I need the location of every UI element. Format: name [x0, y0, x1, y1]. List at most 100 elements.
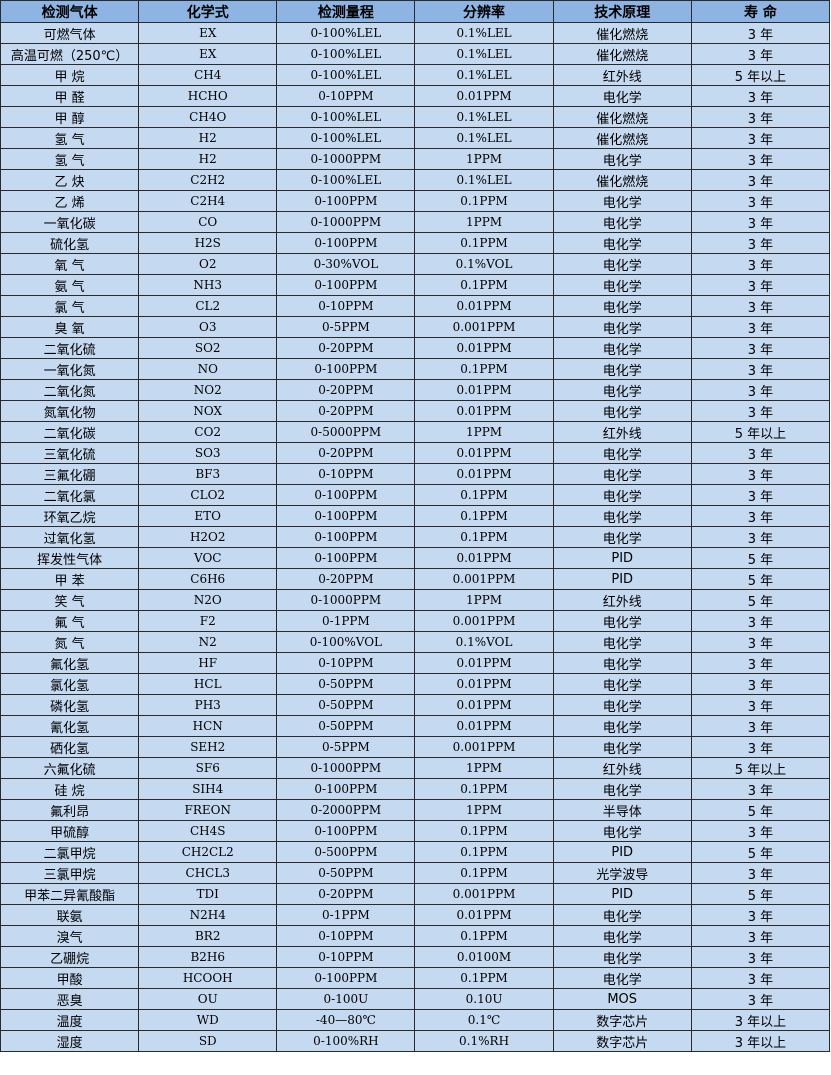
- cell-resolution: 0.01PPM: [414, 463, 554, 485]
- cell-gas-name: 甲 醇: [0, 106, 140, 128]
- cell-resolution: 1PPM: [414, 148, 554, 170]
- cell-principle: 红外线: [552, 421, 692, 443]
- column-header-principle: 技术原理: [552, 0, 692, 23]
- cell-resolution: 0.01PPM: [414, 673, 554, 695]
- cell-gas-name: 高温可燃（250℃）: [0, 43, 140, 65]
- cell-range: 0-100PPM: [276, 358, 416, 380]
- cell-gas-name: 氟利昂: [0, 799, 140, 821]
- cell-lifespan: 3 年: [690, 946, 831, 968]
- table-row: 可燃气体 EX 0-100%LEL 0.1%LEL 催化燃烧 3 年: [0, 22, 831, 44]
- cell-gas-name: 六氟化硫: [0, 757, 140, 779]
- cell-principle: 电化学: [552, 778, 692, 800]
- cell-lifespan: 3 年: [690, 43, 831, 65]
- table-row: 二氧化氯 CLO2 0-100PPM 0.1PPM 电化学 3 年: [0, 484, 831, 506]
- cell-principle: 电化学: [552, 505, 692, 527]
- cell-formula: PH3: [138, 694, 278, 716]
- cell-principle: 数字芯片: [552, 1030, 692, 1052]
- cell-resolution: 0.1PPM: [414, 967, 554, 989]
- cell-lifespan: 3 年: [690, 778, 831, 800]
- cell-range: 0-20PPM: [276, 379, 416, 401]
- cell-gas-name: 氯化氢: [0, 673, 140, 695]
- cell-resolution: 0.01PPM: [414, 337, 554, 359]
- table-row: 甲 醛 HCHO 0-10PPM 0.01PPM 电化学 3 年: [0, 85, 831, 107]
- cell-formula: H2S: [138, 232, 278, 254]
- table-row: 溴气 BR2 0-10PPM 0.1PPM 电化学 3 年: [0, 925, 831, 947]
- table-row: 一氧化碳 CO 0-1000PPM 1PPM 电化学 3 年: [0, 211, 831, 233]
- cell-gas-name: 二氧化氮: [0, 379, 140, 401]
- cell-principle: 电化学: [552, 610, 692, 632]
- cell-resolution: 1PPM: [414, 421, 554, 443]
- table-row: 氯 气 CL2 0-10PPM 0.01PPM 电化学 3 年: [0, 295, 831, 317]
- cell-gas-name: 恶臭: [0, 988, 140, 1010]
- cell-principle: PID: [552, 883, 692, 905]
- cell-resolution: 0.1%VOL: [414, 253, 554, 275]
- cell-formula: CH4S: [138, 820, 278, 842]
- table-row: 六氟化硫 SF6 0-1000PPM 1PPM 红外线 5 年以上: [0, 757, 831, 779]
- cell-formula: HCHO: [138, 85, 278, 107]
- cell-principle: 半导体: [552, 799, 692, 821]
- cell-lifespan: 5 年: [690, 589, 831, 611]
- cell-principle: 电化学: [552, 820, 692, 842]
- cell-range: -40—80℃: [276, 1009, 416, 1031]
- cell-resolution: 0.01PPM: [414, 85, 554, 107]
- cell-lifespan: 3 年: [690, 274, 831, 296]
- cell-principle: 电化学: [552, 904, 692, 926]
- cell-resolution: 0.001PPM: [414, 736, 554, 758]
- cell-range: 0-1000PPM: [276, 148, 416, 170]
- cell-resolution: 0.001PPM: [414, 568, 554, 590]
- cell-resolution: 0.1%RH: [414, 1030, 554, 1052]
- cell-resolution: 0.001PPM: [414, 883, 554, 905]
- cell-formula: SD: [138, 1030, 278, 1052]
- cell-lifespan: 3 年: [690, 400, 831, 422]
- cell-principle: 电化学: [552, 295, 692, 317]
- cell-formula: O2: [138, 253, 278, 275]
- cell-gas-name: 氟化氢: [0, 652, 140, 674]
- cell-gas-name: 溴气: [0, 925, 140, 947]
- table-row: 三氟化硼 BF3 0-10PPM 0.01PPM 电化学 3 年: [0, 463, 831, 485]
- cell-lifespan: 3 年: [690, 253, 831, 275]
- table-row: 乙 炔 C2H2 0-100%LEL 0.1%LEL 催化燃烧 3 年: [0, 169, 831, 191]
- cell-lifespan: 5 年: [690, 841, 831, 863]
- cell-range: 0-10PPM: [276, 463, 416, 485]
- cell-range: 0-1PPM: [276, 610, 416, 632]
- cell-formula: C6H6: [138, 568, 278, 590]
- cell-lifespan: 3 年: [690, 316, 831, 338]
- cell-principle: 电化学: [552, 358, 692, 380]
- cell-resolution: 0.01PPM: [414, 442, 554, 464]
- cell-gas-name: 湿度: [0, 1030, 140, 1052]
- cell-lifespan: 3 年: [690, 169, 831, 191]
- cell-gas-name: 二氧化硫: [0, 337, 140, 359]
- cell-range: 0-100PPM: [276, 967, 416, 989]
- column-header-range: 检测量程: [276, 0, 416, 23]
- cell-resolution: 1PPM: [414, 211, 554, 233]
- cell-range: 0-100U: [276, 988, 416, 1010]
- cell-resolution: 0.1PPM: [414, 358, 554, 380]
- table-row: 磷化氢 PH3 0-50PPM 0.01PPM 电化学 3 年: [0, 694, 831, 716]
- cell-formula: H2: [138, 148, 278, 170]
- cell-formula: HCN: [138, 715, 278, 737]
- cell-resolution: 0.01PPM: [414, 715, 554, 737]
- cell-resolution: 0.1%LEL: [414, 106, 554, 128]
- cell-principle: 数字芯片: [552, 1009, 692, 1031]
- cell-lifespan: 3 年: [690, 22, 831, 44]
- table-row: 高温可燃（250℃） EX 0-100%LEL 0.1%LEL 催化燃烧 3 年: [0, 43, 831, 65]
- table-row: 二氧化氮 NO2 0-20PPM 0.01PPM 电化学 3 年: [0, 379, 831, 401]
- cell-resolution: 0.1PPM: [414, 232, 554, 254]
- cell-lifespan: 3 年以上: [690, 1009, 831, 1031]
- cell-gas-name: 氟 气: [0, 610, 140, 632]
- table-row: 甲 苯 C6H6 0-20PPM 0.001PPM PID 5 年: [0, 568, 831, 590]
- cell-principle: 电化学: [552, 463, 692, 485]
- table-row: 笑 气 N2O 0-1000PPM 1PPM 红外线 5 年: [0, 589, 831, 611]
- cell-range: 0-1000PPM: [276, 589, 416, 611]
- cell-principle: 催化燃烧: [552, 169, 692, 191]
- cell-lifespan: 5 年: [690, 568, 831, 590]
- cell-resolution: 0.1%LEL: [414, 43, 554, 65]
- cell-principle: 电化学: [552, 652, 692, 674]
- cell-lifespan: 3 年: [690, 736, 831, 758]
- cell-gas-name: 乙硼烷: [0, 946, 140, 968]
- cell-resolution: 0.1PPM: [414, 841, 554, 863]
- cell-resolution: 0.1%LEL: [414, 169, 554, 191]
- cell-lifespan: 3 年: [690, 463, 831, 485]
- cell-range: 0-100%LEL: [276, 106, 416, 128]
- cell-principle: PID: [552, 547, 692, 569]
